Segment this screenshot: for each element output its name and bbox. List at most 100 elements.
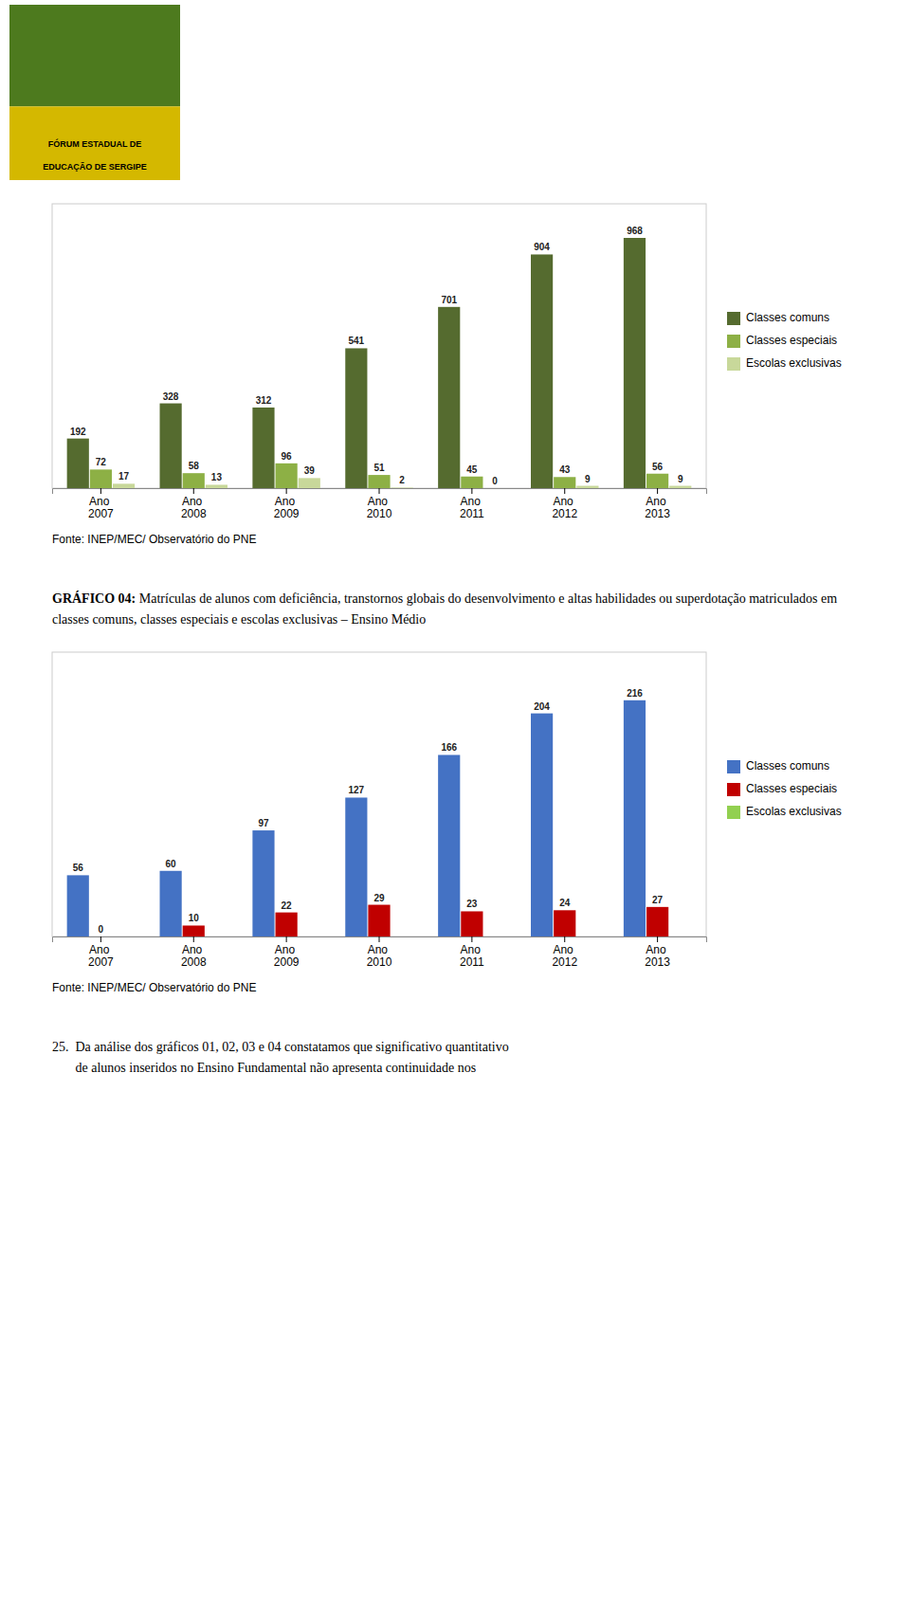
- legend-swatch: [727, 760, 741, 774]
- x-tick-mark: [100, 936, 102, 943]
- bar: [669, 936, 692, 938]
- x-tick: Ano 2010: [366, 488, 393, 521]
- bar: [530, 713, 553, 937]
- data-label: 58: [188, 460, 201, 472]
- bar: [67, 874, 90, 937]
- bar: [437, 307, 460, 489]
- data-label: 192: [70, 426, 87, 437]
- bar: [182, 925, 205, 937]
- bar: [112, 483, 135, 489]
- data-label: 312: [255, 395, 273, 406]
- bar: [646, 907, 669, 937]
- x-tick: Ano 2008: [181, 488, 207, 521]
- bar: [275, 463, 298, 489]
- bar: [90, 469, 112, 489]
- x-tick-mark: [471, 488, 473, 494]
- data-label: 43: [559, 464, 571, 475]
- bar: [298, 936, 321, 938]
- x-tick-label: Ano 2009: [273, 494, 300, 522]
- x-tick-mark: [286, 488, 288, 494]
- x-tick-label: Ano 2008: [181, 943, 207, 970]
- legend-label: Classes comuns: [746, 310, 830, 325]
- bar: [483, 488, 506, 490]
- legend-swatch: [727, 311, 741, 326]
- x-tick: Ano 2012: [551, 936, 578, 969]
- x-tick: Ano 2010: [366, 936, 393, 969]
- x-tick-mark: [379, 488, 381, 494]
- x-tick-mark: [564, 936, 565, 943]
- x-axis: Ano 2007Ano 2008Ano 2009Ano 2010Ano 2011…: [53, 488, 708, 521]
- x-tick-label: Ano 2011: [459, 943, 485, 970]
- data-label: 0: [491, 475, 498, 487]
- x-axis: Ano 2007Ano 2008Ano 2009Ano 2010Ano 2011…: [53, 936, 708, 969]
- data-label: 72: [95, 456, 108, 468]
- bar: [623, 700, 646, 937]
- bar: [646, 473, 669, 489]
- bar: [205, 936, 228, 938]
- x-tick-label: Ano 2012: [551, 494, 578, 522]
- x-tick-label: Ano 2013: [644, 943, 671, 970]
- logo-band: [9, 4, 181, 107]
- bar: [160, 403, 182, 489]
- x-tick: Ano 2013: [644, 488, 671, 521]
- data-label: 17: [118, 471, 130, 482]
- data-label: 60: [165, 858, 178, 870]
- bar: [90, 936, 112, 938]
- x-tick-mark: [100, 488, 102, 494]
- x-tick: Ano 2011: [459, 936, 485, 969]
- data-label: 701: [440, 294, 457, 306]
- x-tick-mark: [656, 488, 658, 494]
- legend-swatch: [727, 334, 741, 348]
- legend-swatch: [727, 782, 741, 797]
- logo: FÓRUM ESTADUAL DE EDUCAÇÃO DE SERGIPE: [9, 4, 181, 181]
- x-tick-mark: [471, 936, 473, 943]
- legend-label: Classes especiais: [746, 782, 838, 796]
- data-label: 29: [373, 892, 385, 904]
- data-label: 13: [211, 472, 223, 483]
- bar: [576, 936, 599, 938]
- x-tick-mark: [286, 936, 288, 943]
- bar: [391, 487, 414, 489]
- x-tick-label: Ano 2013: [644, 494, 671, 522]
- x-tick-label: Ano 2010: [366, 494, 393, 522]
- data-label: 23: [466, 898, 478, 910]
- bar: [160, 871, 182, 937]
- legend-swatch: [727, 805, 741, 819]
- logo-text: FÓRUM ESTADUAL DE: [48, 138, 143, 149]
- data-label: 216: [626, 688, 643, 699]
- x-tick-mark: [193, 936, 195, 943]
- plot-frame: [52, 652, 707, 937]
- page: FÓRUM ESTADUAL DE EDUCAÇÃO DE SERGIPE 192 3…: [0, 0, 910, 1600]
- legend: Classes comunsClasses especiaisEscolas e…: [727, 759, 842, 819]
- x-tick-mark: [564, 488, 565, 494]
- chart-title: GRÁFICO 04: Matrículas de alunos com def…: [52, 590, 841, 627]
- x-tick-label: Ano 2007: [88, 494, 114, 522]
- data-labels: 5660971271662042160102229232427: [72, 688, 664, 935]
- data-label: 96: [281, 451, 293, 462]
- x-tick: Ano 2007: [88, 488, 114, 521]
- data-label: 39: [304, 465, 316, 476]
- bar: [530, 254, 553, 489]
- bar: [460, 910, 483, 937]
- x-tick-label: Ano 2009: [273, 943, 300, 970]
- data-label: 166: [440, 742, 457, 753]
- footer-text: de alunos inseridos no Ensino Fundamenta…: [52, 1060, 476, 1075]
- bar: [553, 476, 576, 489]
- bar: [553, 910, 576, 937]
- bar: [345, 797, 367, 937]
- data-label: 904: [533, 241, 550, 253]
- data-label: 22: [281, 900, 293, 911]
- data-label: 2: [399, 474, 405, 486]
- bar: [275, 912, 298, 937]
- data-label: 0: [98, 924, 105, 935]
- bars: [67, 700, 670, 937]
- bar: [437, 754, 460, 937]
- chart: 5660971271662042160102229232427Ano 2007A…: [52, 652, 842, 969]
- bar: [112, 936, 135, 938]
- x-tick: Ano 2012: [551, 488, 578, 521]
- logo-text: EDUCAÇÃO DE SERGIPE: [42, 162, 147, 172]
- chart: 1923283125417019049687258965145435617133…: [52, 203, 842, 521]
- data-label: 27: [652, 894, 664, 906]
- x-axis-line: [53, 489, 708, 495]
- data-label: 204: [533, 701, 550, 712]
